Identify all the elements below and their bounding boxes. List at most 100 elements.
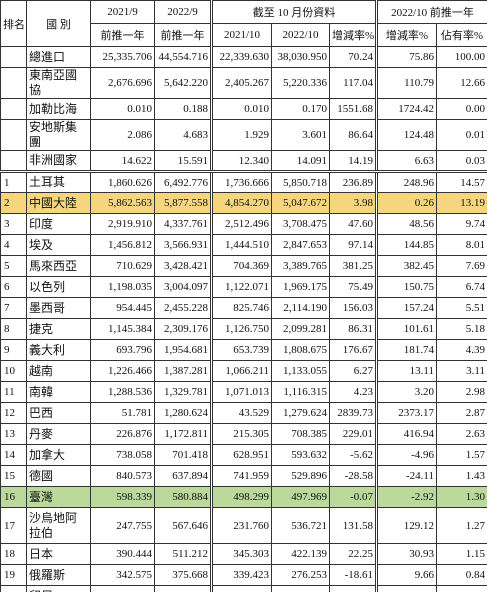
country-cell: 安地斯集團	[26, 119, 91, 151]
value-cell: 13.19	[436, 192, 487, 214]
value-cell: 22.25	[328, 543, 378, 565]
value-cell: 157.24	[375, 297, 438, 319]
value-cell: 345.303	[210, 543, 272, 565]
value-cell: 117.04	[328, 67, 378, 99]
value-cell: 48.56	[375, 213, 438, 235]
value-cell: 14.19	[328, 150, 378, 173]
value-cell: 2,405.267	[210, 67, 272, 99]
value-cell: 2839.73	[328, 402, 378, 424]
value-cell: 43.529	[210, 402, 272, 424]
country-cell: 印尼	[26, 585, 91, 592]
value-cell: 1,808.675	[271, 339, 330, 361]
value-cell: 1,198.035	[90, 276, 155, 298]
value-cell: 0.01	[436, 119, 487, 151]
value-cell: 738.058	[90, 444, 155, 466]
value-cell: 150.75	[375, 276, 438, 298]
value-cell: 86.64	[328, 119, 378, 151]
rank-cell: 3	[0, 213, 27, 235]
value-cell: 0.84	[436, 564, 487, 586]
value-cell: 5,877.558	[154, 192, 212, 214]
value-cell: -4.96	[375, 444, 438, 466]
value-cell: 704.369	[210, 255, 272, 277]
table-row: 2 中國大陸 5,862.563 5,877.558 4,854.270 5,047.67…	[0, 192, 487, 214]
value-cell: 693.796	[90, 339, 155, 361]
value-cell: -24.11	[375, 465, 438, 487]
value-cell: 51.781	[90, 402, 155, 424]
value-cell: 2,114.190	[271, 297, 330, 319]
country-cell: 越南	[26, 360, 91, 382]
value-cell: 15.591	[154, 150, 212, 173]
value-cell: 567.646	[154, 507, 212, 544]
value-cell: 86.31	[328, 318, 378, 340]
country-cell: 義大利	[26, 339, 91, 361]
value-cell: -18.61	[328, 564, 378, 586]
value-cell: 8.01	[436, 234, 487, 256]
value-cell: 1,288.536	[90, 381, 155, 403]
value-cell: 2.086	[90, 119, 155, 151]
header-cell: 前推一年	[154, 23, 212, 47]
country-cell: 土耳其	[26, 171, 91, 193]
table-row: 非洲國家 14.622 15.591 12.340 14.091 14.19 6.63 0.0…	[0, 150, 487, 173]
value-cell: 1,860.626	[90, 171, 155, 193]
value-cell: 1,145.384	[90, 318, 155, 340]
table-row: 14 加拿大 738.058 701.418 628.951 593.632 -5.62 -4…	[0, 444, 487, 466]
value-cell: 5,850.718	[271, 171, 330, 193]
rank-cell: 16	[0, 486, 27, 508]
value-cell: 529.896	[271, 465, 330, 487]
value-cell: 25,335.706	[90, 46, 155, 68]
table-row: 總進口 25,335.706 44,554.716 22,339.630 38,030.…	[0, 46, 487, 68]
table-row: 20印尼232.990350.414214.075277.33829.5550.…	[0, 585, 487, 592]
value-cell: -5.62	[328, 444, 378, 466]
value-cell: 382.45	[375, 255, 438, 277]
value-cell: 2373.17	[375, 402, 438, 424]
value-cell: 1,736.666	[210, 171, 272, 193]
value-cell: 226.876	[90, 423, 155, 445]
value-cell: 1.57	[436, 444, 487, 466]
value-cell: 637.894	[154, 465, 212, 487]
value-cell: 248.96	[375, 171, 438, 193]
rank-cell	[0, 67, 27, 99]
value-cell: 1,280.624	[154, 402, 212, 424]
value-cell: 4.23	[328, 381, 378, 403]
country-cell: 加拿大	[26, 444, 91, 466]
country-cell: 丹麥	[26, 423, 91, 445]
table-row: 19 俄羅斯 342.575 375.668 339.423 276.253 -18.61 9…	[0, 564, 487, 586]
table-row: 18 日本 390.444 511.212 345.303 422.139 22.25 30.…	[0, 543, 487, 565]
value-cell: 4.683	[154, 119, 212, 151]
header-cell: 2022/10	[271, 23, 330, 47]
value-cell: 350.414	[154, 585, 212, 592]
value-cell: 3,389.765	[271, 255, 330, 277]
table-row: 7 墨西哥 954.445 2,455.228 825.746 2,114.190 156.…	[0, 297, 487, 319]
value-cell: 1,172.811	[154, 423, 212, 445]
table-row: 17 沙烏地阿拉伯 247.755 567.646 231.760 536.721 131.…	[0, 507, 487, 544]
value-cell: 1.929	[210, 119, 272, 151]
value-cell: 144.85	[375, 234, 438, 256]
header-cell: 2021/10	[210, 23, 272, 47]
value-cell: 390.444	[90, 543, 155, 565]
header-cell: 排名	[0, 0, 27, 47]
value-cell: 2,919.910	[90, 213, 155, 235]
country-cell: 臺灣	[26, 486, 91, 508]
value-cell: 593.632	[271, 444, 330, 466]
value-cell: 29.55	[328, 585, 378, 592]
rank-cell	[0, 150, 27, 173]
table-row: 15 德國 840.573 637.894 741.959 529.896 -28.58 -2…	[0, 465, 487, 487]
country-cell: 南韓	[26, 381, 91, 403]
value-cell: 97.14	[328, 234, 378, 256]
value-cell: 75.86	[375, 46, 438, 68]
value-cell: 9.74	[436, 213, 487, 235]
table-row: 5 馬來西亞 710.629 3,428.421 704.369 3,389.765 381…	[0, 255, 487, 277]
header-cell: 2022/10 前推一年	[375, 0, 487, 24]
rank-cell: 2	[0, 192, 27, 214]
rank-cell: 4	[0, 234, 27, 256]
value-cell: 3.20	[375, 381, 438, 403]
value-cell: 422.139	[271, 543, 330, 565]
value-cell: 339.423	[210, 564, 272, 586]
country-cell: 德國	[26, 465, 91, 487]
value-cell: 1,133.055	[271, 360, 330, 382]
header-cell: 增減率%	[375, 23, 438, 47]
value-cell: 0.26	[375, 192, 438, 214]
value-cell: 12.340	[210, 150, 272, 173]
value-cell: 1.15	[436, 543, 487, 565]
country-cell: 中國大陸	[26, 192, 91, 214]
